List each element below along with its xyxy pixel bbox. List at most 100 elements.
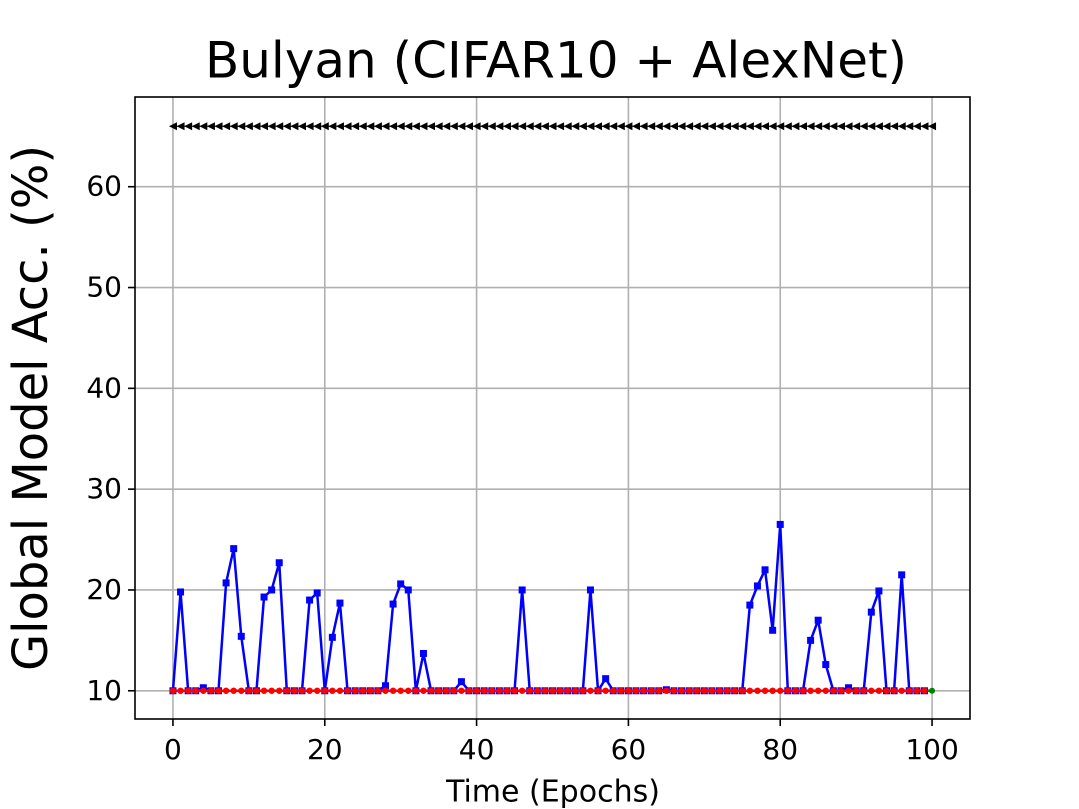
y-tick-label: 50 (86, 271, 122, 304)
data-point (875, 687, 883, 694)
data-point (305, 122, 314, 131)
data-point (578, 122, 587, 131)
data-point (707, 122, 716, 131)
data-point (206, 122, 215, 131)
data-point (480, 687, 488, 694)
data-point (373, 122, 382, 131)
data-point (776, 520, 784, 528)
data-point (336, 687, 344, 694)
data-point (253, 687, 260, 694)
data-point (602, 675, 610, 683)
data-point (389, 600, 397, 608)
data-point (852, 122, 861, 131)
data-point (799, 687, 807, 694)
data-point (419, 122, 428, 131)
data-point (276, 687, 283, 694)
data-point (526, 687, 533, 694)
y-tick-label: 30 (86, 472, 122, 505)
data-point (890, 122, 899, 131)
data-point (443, 687, 450, 694)
data-point (639, 122, 648, 131)
data-point (549, 687, 556, 694)
data-point (472, 122, 481, 131)
data-point (351, 687, 359, 694)
x-tick-label: 100 (905, 733, 958, 766)
data-point (625, 687, 632, 694)
data-point (267, 122, 276, 131)
data-point (875, 587, 883, 595)
data-point (381, 122, 390, 131)
data-point (769, 626, 777, 634)
data-point (502, 122, 511, 131)
data-point (617, 687, 625, 694)
data-point (313, 122, 322, 131)
data-point (829, 122, 838, 131)
data-point (723, 687, 731, 694)
data-point (260, 593, 268, 601)
data-point (874, 122, 883, 131)
data-point (898, 571, 906, 579)
data-point (473, 687, 480, 694)
data-point (867, 122, 876, 131)
data-point (708, 687, 716, 694)
data-point (199, 122, 208, 131)
data-point (260, 687, 268, 694)
data-point (730, 122, 739, 131)
data-point (868, 687, 875, 694)
data-point (335, 122, 344, 131)
data-point (518, 586, 526, 594)
data-point (449, 122, 458, 131)
data-point (564, 687, 571, 694)
data-point (313, 687, 321, 694)
data-point (761, 687, 769, 694)
data-point (230, 545, 238, 553)
data-point (229, 122, 238, 131)
data-point (844, 122, 853, 131)
data-point (753, 582, 761, 590)
data-point (563, 122, 572, 131)
data-point (222, 122, 231, 131)
data-point (746, 687, 754, 694)
data-point (822, 687, 829, 694)
data-point (556, 687, 564, 694)
data-point (586, 586, 594, 594)
data-point (929, 687, 936, 694)
data-point (716, 687, 723, 694)
data-point (487, 122, 496, 131)
data-point (396, 122, 405, 131)
data-point (488, 687, 495, 694)
data-point (822, 661, 830, 669)
x-tick-label: 0 (164, 733, 182, 766)
data-point (768, 122, 777, 131)
data-point (169, 687, 177, 694)
data-point (920, 122, 929, 131)
data-point (374, 687, 382, 694)
data-point (541, 687, 549, 694)
data-point (867, 608, 875, 616)
data-point (807, 687, 814, 694)
data-point (313, 589, 321, 597)
data-point (329, 687, 336, 694)
data-point (807, 636, 815, 644)
data-point (586, 122, 595, 131)
data-point (184, 122, 193, 131)
data-point (397, 687, 404, 694)
data-point (663, 687, 670, 694)
data-point (784, 687, 792, 694)
data-point (382, 682, 389, 690)
data-point (897, 122, 906, 131)
data-point (427, 122, 436, 131)
data-point (389, 687, 397, 694)
data-point (769, 687, 776, 694)
data-point (496, 687, 503, 694)
data-point (913, 687, 921, 694)
x-tick-label: 20 (307, 733, 343, 766)
data-point (783, 122, 792, 131)
data-point (852, 687, 860, 694)
data-point (610, 687, 617, 694)
data-point (320, 122, 329, 131)
data-point (419, 649, 427, 657)
data-point (821, 122, 830, 131)
